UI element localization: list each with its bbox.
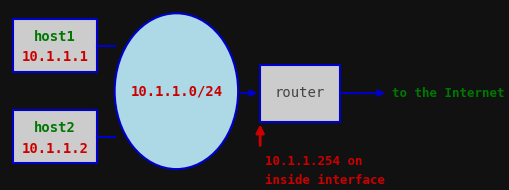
Text: inside interface: inside interface (264, 174, 384, 187)
FancyBboxPatch shape (13, 110, 97, 163)
FancyBboxPatch shape (13, 19, 97, 72)
Text: 10.1.1.1: 10.1.1.1 (21, 50, 89, 64)
Text: 10.1.1.254 on: 10.1.1.254 on (264, 155, 361, 168)
Text: 10.1.1.0/24: 10.1.1.0/24 (130, 84, 222, 98)
Text: router: router (274, 86, 324, 100)
Text: host1: host1 (34, 30, 76, 44)
Text: host2: host2 (34, 121, 76, 135)
Ellipse shape (115, 13, 238, 169)
Text: 10.1.1.2: 10.1.1.2 (21, 142, 89, 155)
FancyBboxPatch shape (260, 65, 339, 122)
Text: to the Internet: to the Internet (392, 87, 504, 100)
